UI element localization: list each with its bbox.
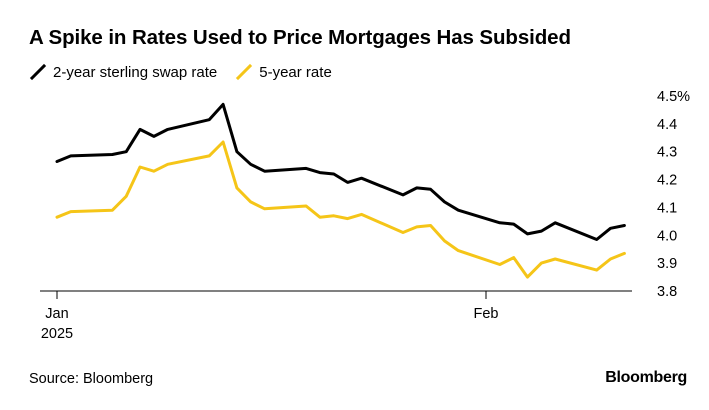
y-tick-label: 4.4 <box>657 117 677 133</box>
y-tick-label: 3.9 <box>657 256 677 272</box>
legend-item-2y-swap: 2-year sterling swap rate <box>29 63 217 81</box>
y-tick-label: 4.0 <box>657 228 677 244</box>
y-tick-label: 4.5% <box>657 89 690 105</box>
x-tick-label: 2025 <box>41 326 73 342</box>
source-note: Source: Bloomberg <box>29 371 154 387</box>
y-tick-label: 3.8 <box>657 284 677 300</box>
legend-label-2y-swap: 2-year sterling swap rate <box>53 63 218 81</box>
series-line-5y-rate <box>55 140 626 279</box>
legend-item-5y-rate: 5-year rate <box>235 63 332 81</box>
chart-title: A Spike in Rates Used to Price Mortgages… <box>29 26 571 49</box>
bloomberg-logo: Bloomberg <box>605 369 687 386</box>
y-tick-label: 4.2 <box>657 173 677 189</box>
x-tick-label: Feb <box>474 306 499 322</box>
y-tick-label: 4.1 <box>657 200 677 216</box>
series-line-2y-swap <box>55 102 626 241</box>
y-tick-label: 4.3 <box>657 145 677 161</box>
legend-swatch-2y-swap <box>29 63 47 81</box>
legend-swatch-5y-rate <box>236 63 253 81</box>
legend-label-5y-rate: 5-year rate <box>259 63 332 81</box>
line-chart: 3.8 3.9 4.0 4.1 4.2 4.3 4.4 4.5% Jan 2025 Feb <box>40 89 690 342</box>
chart-legend: 2-year sterling swap rate 5-year rate <box>29 63 350 81</box>
x-tick-label: Jan <box>45 306 68 322</box>
